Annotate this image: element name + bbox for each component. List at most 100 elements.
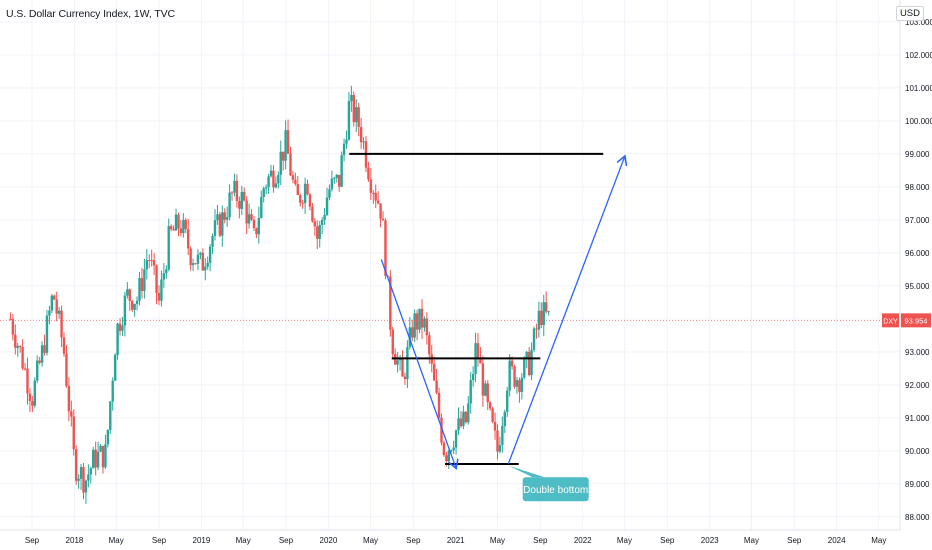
candle-down (11, 319, 15, 335)
candle-down (53, 295, 56, 300)
candle-up (503, 411, 506, 426)
candle-up (462, 411, 465, 427)
candle-down (82, 467, 85, 493)
y-tick-label: 97.000 (905, 216, 930, 225)
candle-up (89, 468, 93, 475)
x-tick-label: May (744, 536, 759, 545)
candle-up (340, 155, 343, 187)
x-tick-label: 2020 (320, 536, 338, 545)
pattern-arrows[interactable] (380, 157, 624, 467)
candle-up (347, 101, 351, 140)
candle-up (99, 445, 102, 452)
candle-up (345, 139, 348, 144)
candle-down (218, 214, 222, 236)
candle-down (384, 220, 387, 276)
candle-down (411, 327, 414, 338)
candle-down (493, 421, 497, 431)
candle-up (126, 289, 129, 296)
candle-down (367, 167, 370, 180)
candle-down (518, 380, 521, 392)
candle-down (403, 376, 407, 380)
callout-box[interactable] (522, 477, 589, 502)
candle-up (138, 278, 141, 301)
candle-up (335, 174, 338, 178)
candle-down (252, 219, 256, 229)
candle-up (221, 212, 224, 236)
candle-up (92, 449, 95, 469)
candle-down (130, 300, 134, 310)
candle-up (267, 176, 270, 188)
candle-up (174, 214, 178, 231)
candle-down (352, 95, 356, 123)
candle-up (413, 313, 416, 338)
candle-up (233, 180, 236, 193)
candle-up (262, 188, 265, 198)
candle-down (14, 334, 17, 348)
x-tick-label: May (617, 536, 632, 545)
candle-down (243, 191, 246, 201)
candle-down (28, 393, 32, 401)
candle-up (471, 373, 475, 381)
candle-down (401, 358, 404, 377)
candle-down (488, 402, 492, 409)
candle-up (167, 226, 170, 270)
candle-up (191, 263, 195, 266)
candle-up (208, 246, 212, 263)
candle-up (45, 315, 49, 353)
candle-up (279, 151, 282, 175)
candle-up (247, 214, 251, 224)
candle-down (179, 228, 183, 234)
candle-up (57, 310, 61, 314)
y-tick-label: 98.000 (905, 183, 930, 192)
candle-up (508, 360, 511, 391)
y-tick-label: 103.000 (905, 18, 932, 27)
candle-down (172, 228, 175, 231)
candle-up (121, 325, 124, 331)
candle-up (532, 328, 536, 350)
y-tick-label: 91.000 (905, 414, 930, 423)
candle-up (36, 360, 39, 381)
candle-down (21, 346, 24, 369)
candle-down (18, 346, 22, 348)
x-axis[interactable]: Sep 2018 May Sep 2019 May Sep 2020 May Sep 2021 May… (0, 529, 900, 545)
candle-up (501, 425, 504, 445)
double-bottom-callout[interactable]: Double bottom (508, 465, 589, 502)
candle-down (432, 363, 436, 381)
candle-up (274, 183, 278, 188)
candle-up (498, 444, 502, 452)
candle-down (194, 263, 197, 265)
candle-down (189, 248, 192, 266)
y-tick-label: 102.000 (905, 51, 932, 60)
x-tick-label: 2018 (66, 536, 84, 545)
y-tick-label: 96.000 (905, 249, 930, 258)
x-tick-label: Sep (152, 536, 167, 545)
price-tag (901, 313, 931, 328)
currency-button[interactable]: USD (895, 6, 924, 21)
candle-up (284, 130, 287, 161)
candle-down (101, 445, 105, 468)
candle-up (104, 444, 107, 468)
callout-text: Double bottom (523, 485, 588, 496)
x-tick-label: 2024 (828, 536, 846, 545)
candle-down (155, 265, 158, 293)
y-axis[interactable]: 88.00089.00090.00091.00092.00093.00094.0… (899, 0, 932, 550)
up-arrow[interactable] (507, 157, 624, 465)
candle-down (70, 411, 73, 417)
y-tick-label: 99.000 (905, 150, 930, 159)
candle-up (206, 262, 209, 267)
candle-down (230, 192, 234, 194)
candle-up (260, 197, 263, 219)
symbol-text: DXY (883, 318, 898, 325)
candle-down (152, 260, 156, 266)
candle-up (269, 170, 273, 177)
candle-down (337, 174, 341, 187)
x-tick-label: 2019 (193, 536, 211, 545)
down-arrow[interactable] (380, 259, 455, 467)
candle-down (169, 226, 173, 229)
candle-up (165, 269, 168, 274)
candle-down (238, 200, 241, 209)
candle-up (320, 219, 324, 225)
candle-down (187, 229, 190, 249)
y-tick-label: 90.000 (905, 447, 930, 456)
